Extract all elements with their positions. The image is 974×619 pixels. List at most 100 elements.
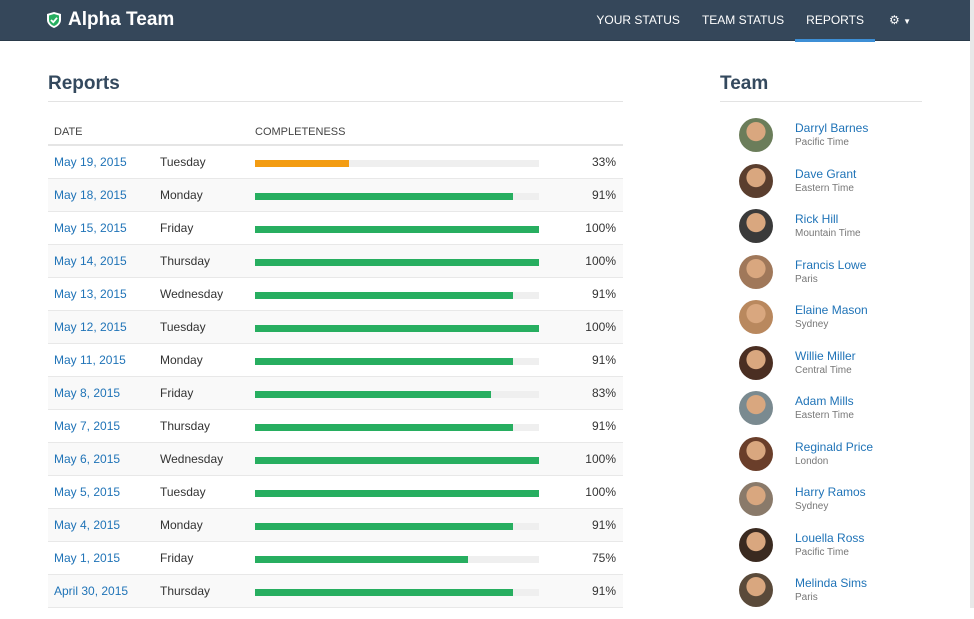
report-day: Thursday	[160, 584, 211, 598]
table-row: May 8, 2015 Friday 83%	[48, 377, 623, 410]
report-day: Monday	[160, 353, 203, 367]
table-row: May 1, 2015 Friday 75%	[48, 542, 623, 575]
report-date-link[interactable]: May 7, 2015	[54, 419, 121, 433]
table-header: DATE COMPLETENESS	[48, 118, 623, 146]
col-date: DATE	[54, 126, 83, 138]
team-title: Team	[720, 73, 769, 94]
team-member: Harry Ramos Sydney	[739, 482, 939, 528]
shield-check-icon	[47, 12, 61, 28]
avatar[interactable]	[739, 163, 773, 198]
report-day: Wednesday	[160, 452, 224, 466]
divider	[48, 101, 623, 102]
member-name-link[interactable]: Elaine Mason	[795, 303, 868, 317]
completeness-bar	[255, 226, 539, 233]
report-date-link[interactable]: May 8, 2015	[54, 386, 121, 400]
member-timezone: Pacific Time	[795, 137, 849, 148]
report-date-link[interactable]: May 15, 2015	[54, 221, 127, 235]
member-name-link[interactable]: Dave Grant	[795, 166, 857, 181]
member-timezone: Sydney	[795, 319, 829, 330]
completeness-fill	[255, 391, 491, 398]
report-date-link[interactable]: May 11, 2015	[54, 353, 126, 367]
report-date-link[interactable]: May 1, 2015	[54, 551, 121, 565]
report-date-link[interactable]: May 19, 2015	[54, 155, 127, 169]
settings-menu[interactable]: ⚙ ▼	[875, 0, 922, 41]
table-row: May 11, 2015 Monday 91%	[48, 344, 623, 377]
report-day: Wednesday	[160, 287, 224, 301]
completeness-percent: 91%	[591, 188, 616, 202]
member-name-link[interactable]: Louella Ross	[795, 530, 865, 545]
completeness-fill	[255, 523, 514, 530]
completeness-percent: 100%	[585, 320, 616, 334]
report-day: Friday	[160, 221, 194, 235]
completeness-fill	[255, 292, 514, 299]
report-date-link[interactable]: May 4, 2015	[54, 518, 121, 532]
brand[interactable]: Alpha Team	[46, 9, 174, 31]
team-member: Rick Hill Mountain Time	[739, 209, 939, 255]
avatar[interactable]	[739, 345, 773, 380]
team-member: Melinda Sims Paris	[739, 573, 939, 619]
table-row: May 13, 2015 Wednesday 91%	[48, 278, 623, 311]
avatar[interactable]	[739, 209, 773, 243]
completeness-bar	[255, 160, 539, 167]
report-date-link[interactable]: May 13, 2015	[54, 287, 127, 301]
completeness-bar	[255, 292, 539, 299]
report-date-link[interactable]: May 18, 2015	[54, 188, 127, 202]
member-name-link[interactable]: Adam Mills	[795, 394, 854, 408]
member-name-link[interactable]: Harry Ramos	[795, 485, 866, 499]
avatar[interactable]	[739, 254, 773, 289]
table-row: May 15, 2015 Friday 100%	[48, 212, 623, 245]
team-member: Willie Miller Central Time	[739, 345, 939, 392]
team-member: Reginald Price London	[739, 436, 939, 483]
member-name-link[interactable]: Melinda Sims	[795, 576, 868, 590]
completeness-bar	[255, 325, 539, 332]
report-date-link[interactable]: May 14, 2015	[54, 254, 127, 268]
completeness-percent: 100%	[585, 485, 616, 499]
avatar[interactable]	[739, 527, 773, 562]
table-row: April 30, 2015 Thursday 91%	[48, 575, 623, 608]
member-timezone: Paris	[795, 273, 818, 285]
caret-down-icon: ▼	[903, 17, 911, 26]
member-timezone: London	[795, 455, 829, 467]
team-member: Elaine Mason Sydney	[739, 300, 939, 346]
completeness-fill	[255, 259, 539, 266]
completeness-percent: 75%	[591, 551, 616, 565]
completeness-fill	[255, 424, 514, 431]
avatar[interactable]	[739, 118, 773, 152]
table-row: May 7, 2015 Thursday 91%	[48, 410, 623, 443]
scrollbar[interactable]	[970, 0, 974, 608]
completeness-bar	[255, 424, 539, 431]
brand-name: Alpha Team	[68, 9, 175, 30]
team-member: Francis Lowe Paris	[739, 254, 939, 301]
completeness-bar	[255, 259, 539, 266]
member-timezone: Sydney	[795, 501, 829, 512]
completeness-bar	[255, 391, 539, 398]
member-name-link[interactable]: Willie Miller	[795, 348, 856, 363]
completeness-bar	[255, 358, 539, 365]
avatar[interactable]	[739, 391, 773, 425]
report-date-link[interactable]: May 12, 2015	[54, 320, 127, 334]
avatar[interactable]	[739, 300, 773, 334]
member-timezone: Eastern Time	[795, 410, 854, 421]
nav-team-status[interactable]: TEAM STATUS	[701, 13, 785, 27]
nav-reports[interactable]: REPORTS	[795, 0, 875, 42]
member-name-link[interactable]: Rick Hill	[795, 212, 839, 226]
col-completeness: COMPLETENESS	[255, 126, 346, 138]
nav-your-status[interactable]: YOUR STATUS	[596, 13, 680, 27]
completeness-fill	[255, 358, 514, 365]
member-name-link[interactable]: Francis Lowe	[795, 257, 867, 272]
report-date-link[interactable]: May 5, 2015	[54, 485, 121, 499]
team-member: Darryl Barnes Pacific Time	[739, 118, 939, 164]
avatar[interactable]	[739, 436, 773, 471]
report-date-link[interactable]: April 30, 2015	[54, 584, 129, 598]
completeness-bar	[255, 589, 539, 596]
member-name-link[interactable]: Reginald Price	[795, 439, 874, 454]
gear-icon: ⚙	[888, 13, 900, 27]
completeness-bar	[255, 193, 539, 200]
avatar[interactable]	[739, 482, 773, 516]
completeness-percent: 83%	[591, 386, 616, 400]
member-name-link[interactable]: Darryl Barnes	[795, 121, 869, 135]
report-day: Thursday	[160, 254, 211, 268]
member-timezone: Paris	[795, 592, 818, 603]
avatar[interactable]	[739, 573, 773, 607]
report-date-link[interactable]: May 6, 2015	[54, 452, 121, 466]
